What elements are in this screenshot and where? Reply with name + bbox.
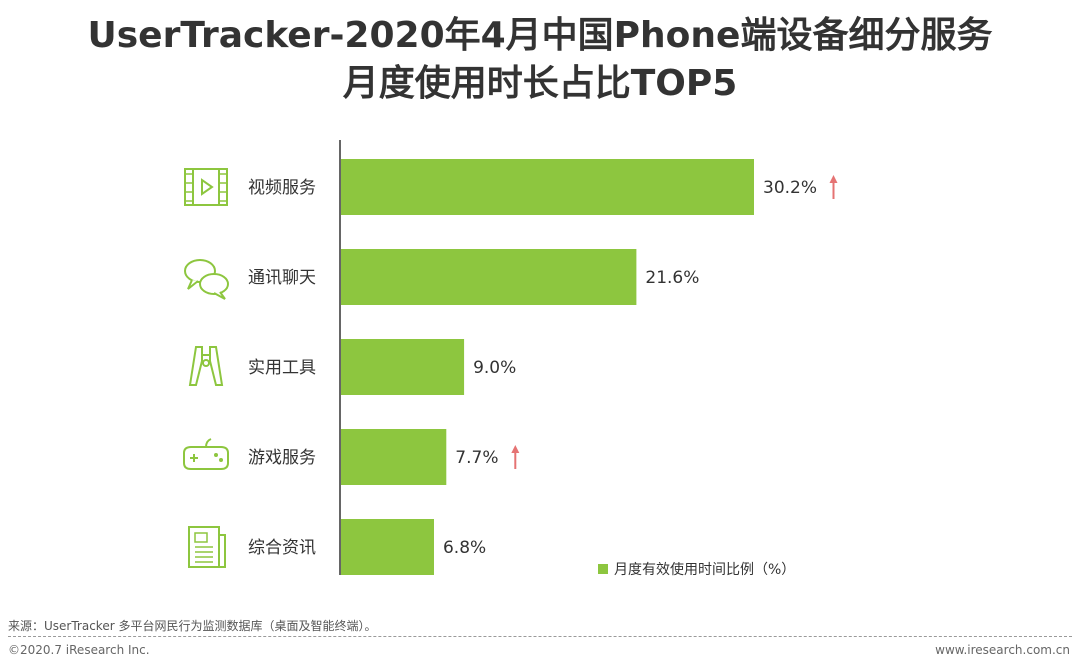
chart-title: UserTracker-2020年4月中国Phone端设备细分服务 月度使用时长… xyxy=(0,12,1080,108)
bar[interactable] xyxy=(341,159,754,215)
legend-swatch xyxy=(598,564,608,574)
value-label: 30.2% xyxy=(763,178,817,198)
bar[interactable] xyxy=(341,429,447,485)
value-label: 21.6% xyxy=(645,268,699,288)
copyright: ©2020.7 iResearch Inc. xyxy=(8,643,150,657)
footer-divider xyxy=(8,636,1072,637)
chat-icon xyxy=(184,259,229,300)
news-icon xyxy=(188,526,226,568)
value-label: 6.8% xyxy=(443,538,486,558)
category-label: 视频服务 xyxy=(248,178,316,198)
bar[interactable] xyxy=(341,339,465,395)
source-note: 来源：UserTracker 多平台网民行为监测数据库（桌面及智能终端）。 xyxy=(8,619,377,633)
value-label: 7.7% xyxy=(455,448,498,468)
bar[interactable] xyxy=(341,249,637,305)
category-label: 游戏服务 xyxy=(248,448,316,468)
gamepad-icon xyxy=(183,438,229,470)
chart-title-line2: 月度使用时长占比TOP5 xyxy=(342,63,738,104)
up-arrow-icon xyxy=(829,175,838,199)
category-label: 综合资讯 xyxy=(248,538,316,558)
bar[interactable] xyxy=(341,519,434,575)
legend-label: 月度有效使用时间比例（%） xyxy=(614,561,795,578)
value-label: 9.0% xyxy=(473,358,516,378)
up-arrow-icon xyxy=(511,445,520,469)
category-label: 实用工具 xyxy=(248,358,316,378)
category-label: 通讯聊天 xyxy=(248,268,316,288)
website-link[interactable]: www.iresearch.com.cn xyxy=(935,643,1070,657)
chart-title-line1: UserTracker-2020年4月中国Phone端设备细分服务 xyxy=(87,15,993,56)
video-icon xyxy=(184,168,228,206)
tool-icon xyxy=(188,346,224,386)
